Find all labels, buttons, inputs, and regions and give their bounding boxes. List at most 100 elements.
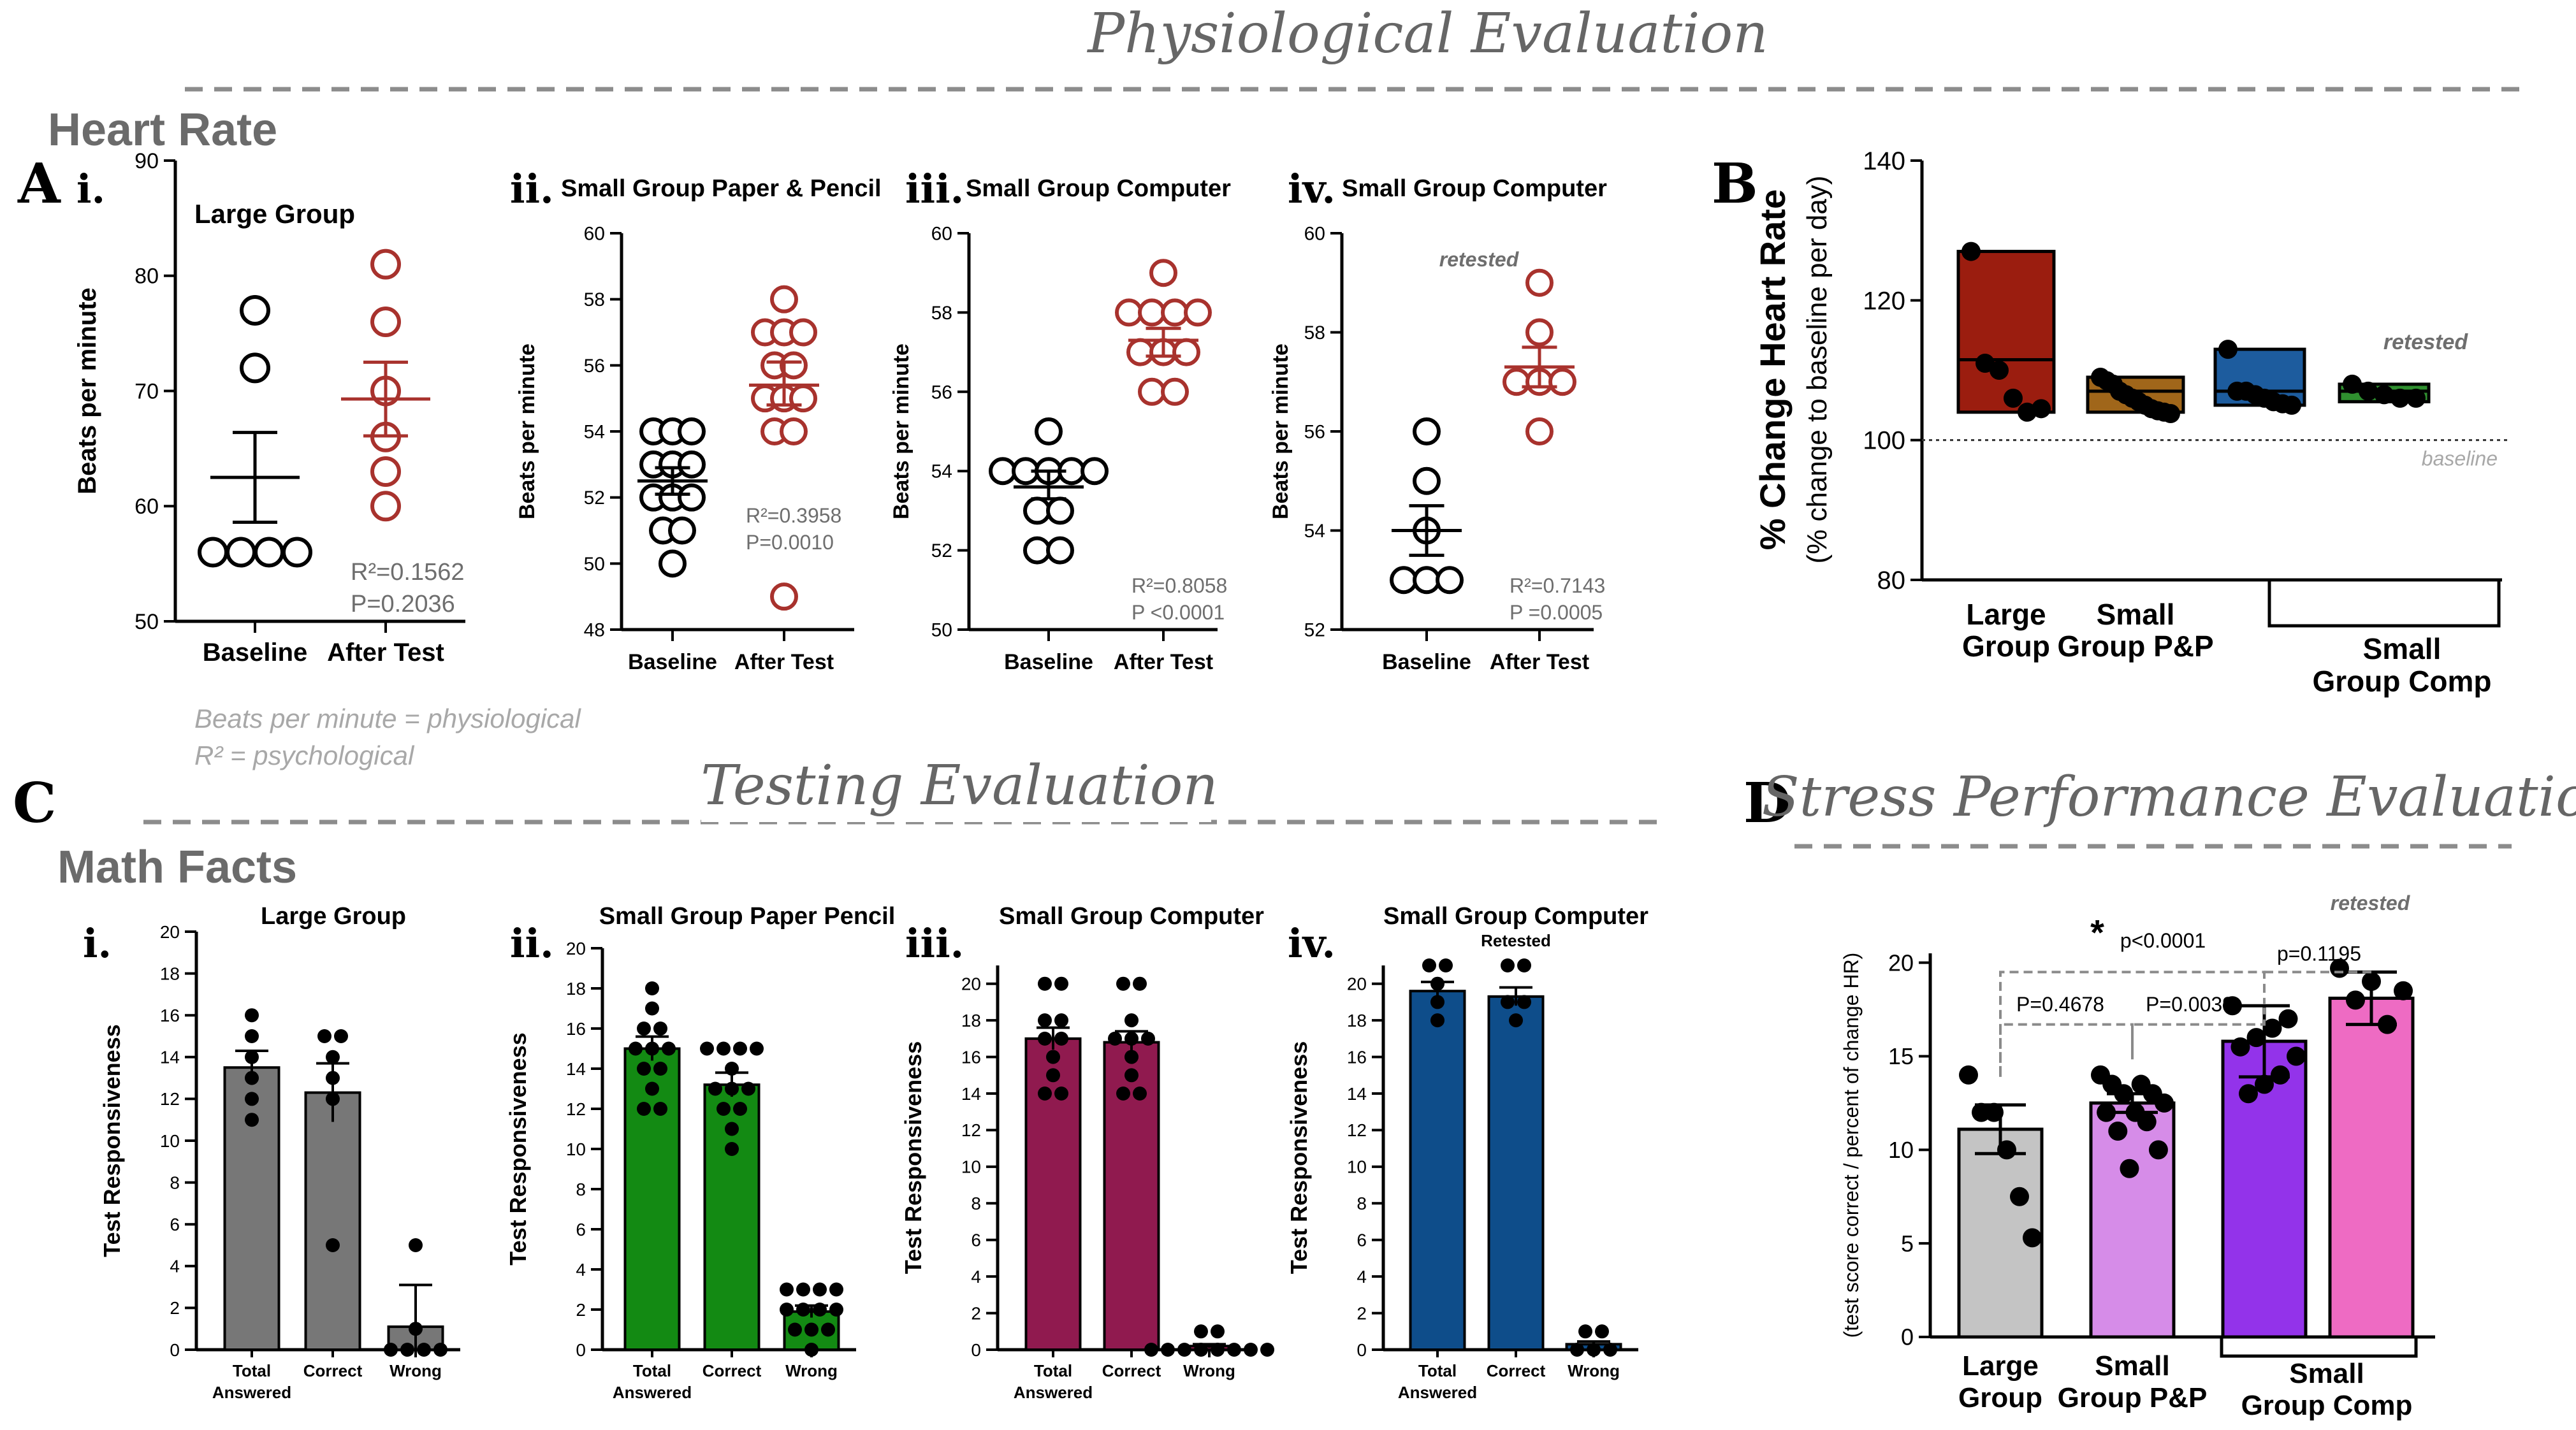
panel-C-iv-title: Small Group Computer bbox=[1383, 903, 1648, 930]
panel-A-iii-y-label: Beats per minute bbox=[889, 343, 913, 519]
panel-A-iii-point bbox=[1172, 338, 1200, 366]
panel-C-ii-point bbox=[829, 1282, 843, 1297]
panel-C-ii-point bbox=[733, 1102, 747, 1116]
panel-C-ii-point bbox=[788, 1322, 802, 1337]
panel-A-i-point bbox=[282, 537, 312, 568]
panel-D-point bbox=[2346, 990, 2365, 1010]
panel-D-point bbox=[2120, 1159, 2139, 1178]
panel-C-i-point bbox=[245, 1050, 259, 1064]
panel-C-i-y-tick-label: 0 bbox=[170, 1340, 180, 1360]
panel-C-iii-point bbox=[1244, 1343, 1258, 1357]
panel-D-point bbox=[2362, 972, 2381, 992]
panel-C-i-bar bbox=[223, 1066, 280, 1351]
panel-A-i-y-tick-label: 60 bbox=[135, 495, 159, 519]
panel-D-point bbox=[2230, 1037, 2250, 1057]
panel-D-group-bracket bbox=[2220, 1337, 2418, 1358]
panel-C-iii-point bbox=[1211, 1343, 1225, 1357]
panel-C-ii-y-tick-label: 6 bbox=[576, 1220, 586, 1239]
panel-C-iv-point bbox=[1595, 1324, 1609, 1339]
panel-C-ii-y-tick-label: 14 bbox=[566, 1059, 586, 1079]
testing-title-backdrop bbox=[701, 752, 1211, 822]
panel-A-ii-y-tick-label: 52 bbox=[584, 487, 605, 509]
panel-A-iv-point bbox=[1436, 566, 1464, 595]
panel-C-iv-point bbox=[1430, 1013, 1444, 1028]
panel-B-point bbox=[2359, 381, 2378, 401]
panel-A-i-point bbox=[370, 491, 401, 522]
panel-B-x-label: Group P&P bbox=[2057, 630, 2213, 663]
panel-B-point bbox=[2390, 388, 2410, 408]
panel-A-ii-y-tick-label: 56 bbox=[584, 356, 605, 377]
section-title-testing: Testing Evaluation bbox=[701, 754, 1218, 818]
panel-C-iii-point bbox=[1124, 1050, 1139, 1064]
panel-C-iii-point bbox=[1038, 1031, 1052, 1046]
panel-C-i-point bbox=[245, 1092, 259, 1106]
panel-D-x-label: Group Comp bbox=[2241, 1390, 2413, 1421]
panel-C-i-y-tick-label: 8 bbox=[170, 1173, 180, 1192]
panel-C-iii-point bbox=[1116, 1087, 1130, 1101]
panel-A-i-x-tick-label: After Test bbox=[327, 639, 444, 667]
panel-B-y-tick-label: 120 bbox=[1863, 287, 1905, 315]
panel-C-ii-point bbox=[717, 1102, 731, 1116]
panel-A-iv-x-tick-label: Baseline bbox=[1382, 650, 1471, 674]
panel-D-point bbox=[2262, 1018, 2282, 1038]
panel-C-iii-point bbox=[1038, 1087, 1052, 1101]
panel-C-iii-y-tick-label: 14 bbox=[961, 1084, 981, 1104]
panel-C-ii-y-tick-label: 10 bbox=[566, 1139, 586, 1159]
heart-rate-header: Heart Rate bbox=[48, 105, 277, 155]
panel-A-i-point bbox=[198, 537, 228, 568]
panel-C-iv-x-tick-label: Answered bbox=[1398, 1383, 1477, 1402]
panel-C-iii-y-tick-label: 16 bbox=[961, 1047, 981, 1067]
panel-C-iii-point bbox=[1194, 1324, 1208, 1339]
panel-C-ii-point bbox=[725, 1081, 739, 1096]
panel-A-i-stat: R²=0.1562 bbox=[351, 559, 465, 586]
panel-A-i-point bbox=[370, 249, 401, 280]
panel-A-iv-point bbox=[1548, 368, 1576, 396]
panel-A-ii-x-tick-label: After Test bbox=[734, 650, 834, 674]
panel-A-i-number: i. bbox=[76, 166, 105, 212]
panel-B-x-label: Group bbox=[1962, 630, 2050, 663]
panel-C-iii-x-tick-label: Correct bbox=[1102, 1361, 1161, 1380]
panel-A-i-stat: P=0.2036 bbox=[351, 591, 455, 618]
panel-D-point bbox=[2023, 1228, 2042, 1248]
panel-A-iv-x-tick-label: After Test bbox=[1490, 650, 1589, 674]
panel-C-ii-point bbox=[717, 1041, 731, 1056]
panel-A-iii-point bbox=[1138, 298, 1166, 327]
panel-C-ii-point bbox=[645, 1041, 659, 1056]
panel-C-i-point bbox=[417, 1343, 431, 1357]
panel-C-i-point bbox=[245, 1029, 259, 1043]
panel-C-iii-y-tick-label: 0 bbox=[971, 1340, 981, 1360]
panel-C-iii-point bbox=[1054, 1031, 1068, 1046]
panel-C-iii-point bbox=[1177, 1343, 1191, 1357]
panel-A-i-x-tick-label: Baseline bbox=[203, 639, 308, 667]
panel-C-iii-number: iii. bbox=[905, 920, 964, 967]
panel-C-i-point bbox=[326, 1071, 340, 1085]
panel-D-point bbox=[2239, 1084, 2258, 1104]
panel-C-i-y-tick-label: 14 bbox=[160, 1048, 180, 1067]
panel-C-i-x-tick-label: Total bbox=[233, 1361, 271, 1380]
panel-C-iii-point bbox=[1124, 1031, 1139, 1046]
panel-C-iv-bar bbox=[1409, 990, 1466, 1351]
panel-C-iii-x-tick-label: Wrong bbox=[1183, 1361, 1235, 1380]
panel-C-iii-point bbox=[1194, 1343, 1208, 1357]
panel-A-ii-y-tick-label: 60 bbox=[584, 224, 605, 245]
panel-A-i-y-tick-label: 80 bbox=[135, 264, 159, 289]
panel-D-point bbox=[1997, 1140, 2016, 1160]
panel-B-x-label: Small bbox=[2363, 632, 2441, 665]
panel-A-ii-y-label: Beats per minute bbox=[515, 343, 539, 519]
panel-C-ii-x-tick-label: Answered bbox=[613, 1383, 692, 1402]
section-title-physiological: Physiological Evaluation bbox=[1086, 2, 1768, 66]
panel-D-significance-star: * bbox=[2090, 913, 2104, 953]
panel-C-iii-y-label: Test Responsiveness bbox=[900, 1041, 926, 1274]
panel-D-y-label: (test score correct / percent of change … bbox=[1840, 953, 1863, 1338]
panel-C-ii-y-tick-label: 8 bbox=[576, 1180, 586, 1199]
panel-B-y-label: % Change Heart Rate bbox=[1752, 189, 1793, 550]
panel-C-iii-x-tick-label: Total bbox=[1034, 1361, 1072, 1380]
panel-A-iii-x-tick-label: After Test bbox=[1114, 650, 1213, 674]
panel-A-ii-point bbox=[789, 318, 817, 347]
panel-C-i-number: i. bbox=[83, 920, 112, 967]
panel-A-i-point bbox=[370, 456, 401, 487]
panel-D-point bbox=[2278, 1009, 2298, 1029]
panel-B-point bbox=[2282, 395, 2301, 415]
panel-D-bar bbox=[2089, 1101, 2176, 1339]
